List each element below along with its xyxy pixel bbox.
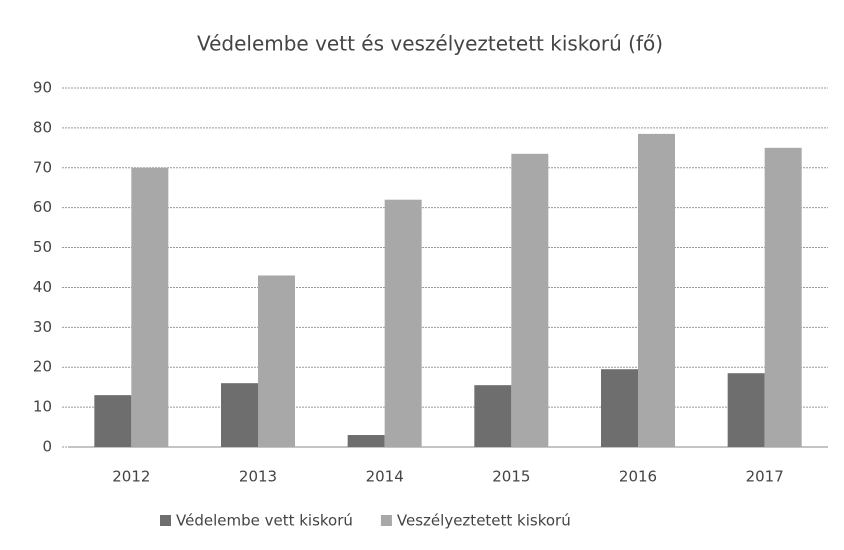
y-tick-label: 0 <box>42 438 52 456</box>
y-tick-label: 30 <box>33 318 52 336</box>
legend-swatch <box>160 515 171 526</box>
x-tick-label: 2017 <box>746 468 784 486</box>
bar <box>764 147 802 448</box>
legend-swatch <box>380 515 392 526</box>
bar <box>601 369 638 447</box>
x-tick-label: 2012 <box>112 468 150 486</box>
y-tick-label: 20 <box>33 358 52 376</box>
x-tick-label: 2016 <box>619 468 657 486</box>
legend-label: Védelembe vett kiskorú <box>176 512 353 530</box>
x-tick-label: 2013 <box>239 468 277 486</box>
bar <box>347 435 385 447</box>
bar <box>638 133 675 447</box>
bar <box>221 383 258 447</box>
y-tick-label: 80 <box>33 118 52 136</box>
legend-label: Veszélyeztetett kiskorú <box>397 512 571 530</box>
bar <box>474 385 512 447</box>
y-tick-label: 60 <box>33 198 52 216</box>
y-tick-label: 90 <box>33 79 52 97</box>
y-tick-label: 40 <box>33 278 52 296</box>
y-tick-label: 70 <box>33 158 52 176</box>
y-tick-label: 50 <box>33 238 52 256</box>
chart-title: Védelembe vett és veszélyeztetett kiskor… <box>197 32 663 56</box>
bar <box>94 395 132 447</box>
bar <box>131 167 169 447</box>
y-tick-label: 10 <box>33 398 52 416</box>
x-tick-label: 2014 <box>366 468 404 486</box>
bar <box>384 199 422 447</box>
bar <box>511 153 549 448</box>
bar <box>258 275 295 447</box>
bar <box>727 373 765 447</box>
x-tick-label: 2015 <box>492 468 530 486</box>
